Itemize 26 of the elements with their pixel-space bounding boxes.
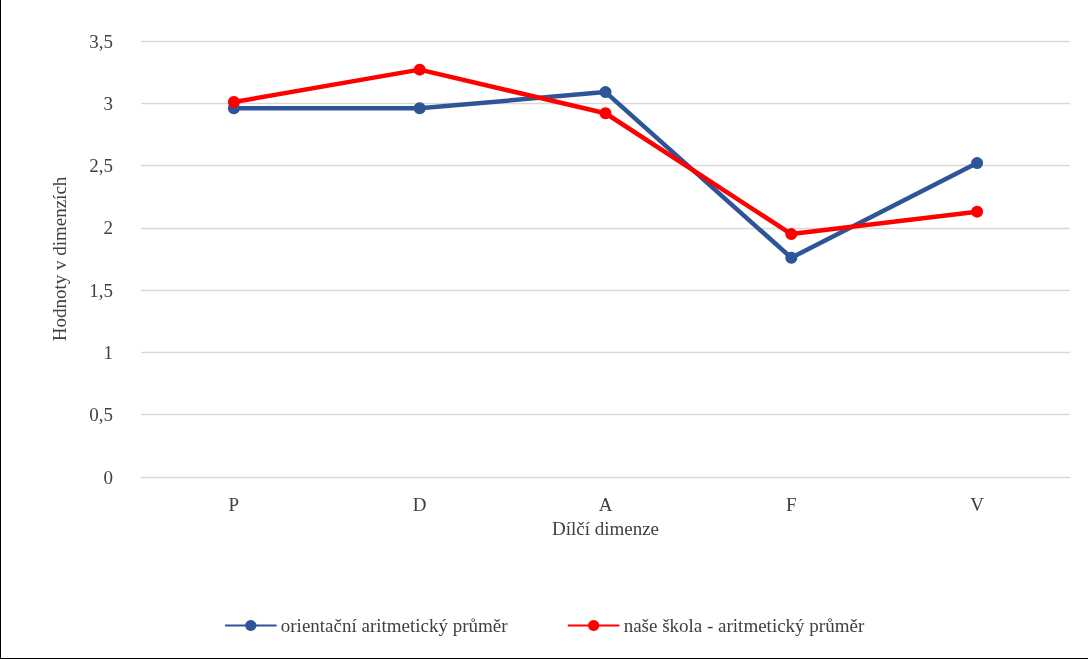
legend-label: orientační aritmetický průměr	[280, 615, 509, 636]
point	[971, 205, 984, 218]
x-tick-label: P	[228, 494, 240, 515]
y-tick-label: 3	[103, 92, 113, 114]
x-tick-label: V	[970, 494, 985, 515]
point	[599, 86, 612, 99]
y-tick-label: 1	[103, 341, 113, 363]
x-tick-label: A	[598, 494, 613, 515]
point	[413, 102, 426, 115]
x-tick-label: F	[786, 494, 797, 515]
y-tick-label: 2	[103, 217, 113, 239]
y-tick-label: 3,5	[89, 30, 113, 52]
y-tick-label: 0,5	[89, 404, 113, 426]
y-tick-label: 1,5	[89, 279, 113, 301]
point	[785, 251, 798, 264]
x-axis-title: Dílčí dimenze	[551, 518, 660, 539]
y-tick-label: 0	[103, 466, 113, 488]
y-axis-title: Hodnoty v dimenzích	[49, 176, 70, 342]
point	[785, 228, 798, 241]
point	[413, 63, 426, 76]
y-tick-label: 2,5	[89, 155, 113, 177]
x-tick-label: D	[412, 494, 427, 515]
point	[227, 96, 240, 109]
point	[971, 157, 984, 170]
legend-label: naše škola - aritmetický průměr	[623, 615, 865, 636]
point	[599, 107, 612, 120]
